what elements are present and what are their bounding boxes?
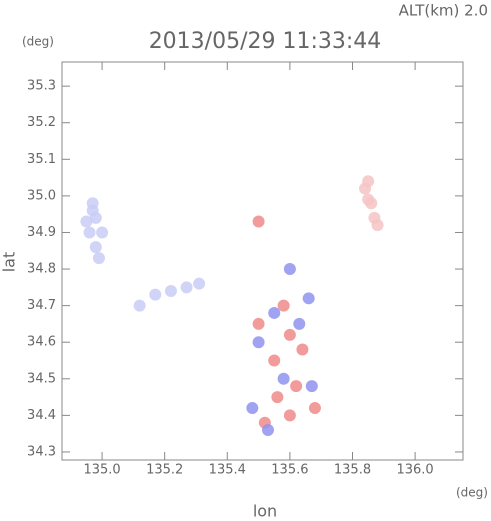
x-tick-label: 135.6 (271, 463, 308, 478)
x-unit: (deg) (456, 486, 488, 500)
y-tick-label: 34.9 (27, 225, 56, 240)
radar-echo (193, 277, 206, 290)
x-tick-label: 135.4 (209, 463, 246, 478)
radar-echo (293, 317, 306, 330)
radar-echo (296, 343, 309, 356)
radar-echo (277, 299, 290, 312)
radar-echo (252, 336, 265, 349)
radar-echo (86, 204, 99, 217)
y-tick-label: 34.7 (27, 298, 56, 313)
radar-echo (290, 380, 303, 393)
radar-echo (283, 263, 296, 276)
y-tick-label: 34.5 (27, 371, 56, 386)
radar-echo (302, 292, 315, 305)
radar-echo (268, 306, 281, 319)
radar-echo (261, 424, 274, 437)
x-tick-label: 135.0 (83, 463, 120, 478)
x-tick-label: 135.2 (146, 463, 183, 478)
radar-echo (283, 409, 296, 422)
radar-echo (133, 299, 146, 312)
radar-echo (83, 226, 96, 239)
radar-echo (283, 328, 296, 341)
radar-echo (305, 380, 318, 393)
y-tick-label: 35.0 (27, 188, 56, 203)
y-unit: (deg) (22, 35, 54, 49)
radar-echo (96, 226, 109, 239)
x-tick-label: 135.8 (334, 463, 371, 478)
altitude-label: ALT(km) 2.0 (399, 2, 488, 20)
y-tick-label: 34.6 (27, 335, 56, 350)
radar-echo (271, 391, 284, 404)
radar-echo (277, 372, 290, 385)
radar-echo (246, 402, 259, 415)
y-tick-label: 34.8 (27, 262, 56, 277)
y-axis-label: lat (0, 252, 19, 273)
y-tick-label: 34.4 (27, 408, 56, 423)
chart-title: 2013/05/29 11:33:44 (149, 29, 382, 54)
x-axis-label: lon (253, 502, 277, 521)
radar-echo (252, 317, 265, 330)
radar-echo (362, 175, 375, 188)
y-tick-label: 35.3 (27, 79, 56, 94)
y-tick-label: 35.2 (27, 115, 56, 130)
radar-echo (268, 354, 281, 367)
radar-echo (92, 252, 105, 265)
radar-echo (89, 241, 102, 254)
radar-echo (180, 281, 193, 294)
radar-echo (308, 402, 321, 415)
y-tick-label: 34.3 (27, 444, 56, 459)
radar-echo (164, 284, 177, 297)
radar-echo (80, 215, 93, 228)
radar-echo (149, 288, 162, 301)
radar-echo (362, 193, 375, 206)
plot-frame (61, 61, 464, 461)
radar-echo (371, 219, 384, 232)
x-tick-label: 136.0 (396, 463, 433, 478)
radar-echo (252, 215, 265, 228)
y-tick-label: 35.1 (27, 152, 56, 167)
